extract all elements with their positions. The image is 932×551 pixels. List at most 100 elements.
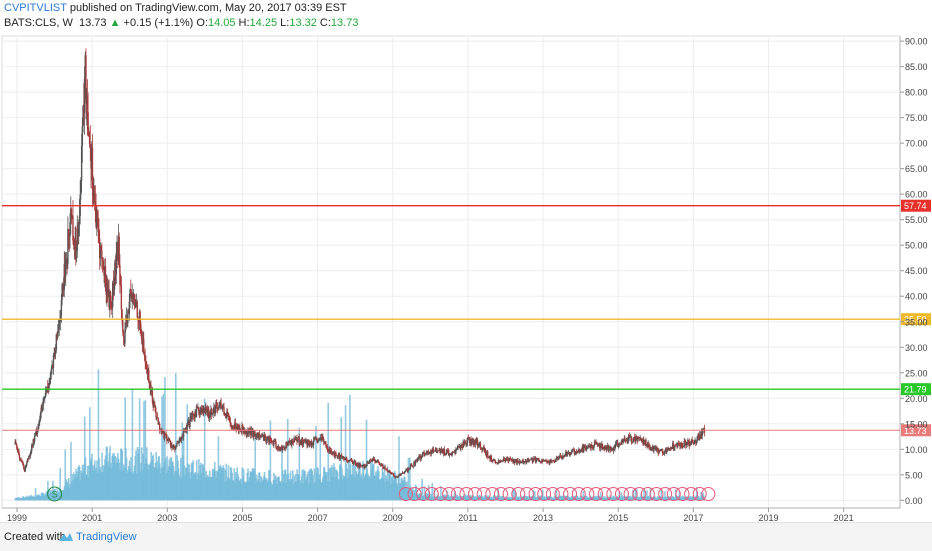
candle-body [505,458,508,460]
candle-body [415,459,417,461]
candle-body [355,464,357,466]
candle-body [24,466,26,472]
candle-body [387,470,389,472]
candle-body [568,452,571,455]
dividend-marker [701,487,716,501]
candle-body [652,446,654,451]
candle-body [108,289,110,308]
candle-body [370,459,373,461]
candle-body [500,460,503,462]
y-tick-label: 50.00 [905,241,928,251]
candle-body [547,460,550,462]
candle-body [218,405,220,409]
dividend-marker [675,487,690,501]
candle-body [591,444,593,446]
author-link[interactable]: CVPITVLIST [4,2,67,14]
time-axis[interactable]: 1999 2001 2003 2005 2007 2009 2011 2013 2015 2017… [2,507,900,522]
candle-body [489,455,492,460]
candle-body [228,415,230,418]
candle-body [693,442,696,445]
candle-body [500,461,502,463]
candle-body [695,440,698,444]
tradingview-brand-link[interactable]: TradingView [76,531,137,543]
candle-body [616,442,618,444]
candle-body [49,372,52,381]
candle-body [674,445,676,448]
candle-body [697,434,700,441]
volume-bar [217,436,220,501]
candle-body [367,462,369,463]
candle-body [63,264,65,290]
candle-body [421,456,423,457]
candle-body [604,445,606,450]
volume-bar [599,491,602,501]
candle-body [469,438,472,443]
candle-body [386,469,388,472]
candle-body [646,444,649,447]
candle-body [53,353,55,356]
candle-body [516,460,519,464]
dividend-marker [398,487,413,501]
candle-body [473,440,475,446]
candle-body [90,147,92,169]
candle-body [347,460,349,462]
candle-body [353,461,355,464]
candle-body [546,460,548,463]
volume-bar [340,417,343,501]
candle-body [86,96,89,113]
candle-body [328,449,330,452]
candle-body [196,405,198,408]
candle-body [583,446,585,452]
candle-body [148,382,151,389]
candle-body [658,450,661,452]
price-chart[interactable]: 57.74 35.50 21.79 13.73 S 0.00 5.00 10.00 15.0… [0,0,932,522]
volume-bar [269,420,272,501]
candle-body [32,439,34,447]
candle-body [299,443,301,444]
chart-header-quote: BATS:CLS, W 13.73 ▲ +0.15 (+1.1%) O:14.0… [4,17,358,29]
candle-body [166,435,168,441]
candle-body [571,449,573,453]
candle-body [92,188,94,196]
candle-body [669,448,671,450]
candle-body [430,450,433,454]
candle-body [368,461,370,464]
candle-body [26,459,29,463]
tradingview-logo-icon [58,530,74,548]
candle-body [653,447,656,449]
candle-body [521,459,524,463]
candle-body [73,244,76,249]
candle-body [588,446,590,447]
candle-body [671,443,674,449]
candle-body [199,410,201,414]
candle-body [119,284,122,286]
candle-body [662,453,664,454]
candle-body [388,471,391,473]
candle-body [615,442,618,444]
candle-body [452,451,454,453]
candle-body [231,427,233,428]
candle-body [450,453,452,454]
x-tick-label: 2003 [157,513,177,522]
candle-body [320,437,322,439]
candle-body [587,446,589,449]
volume-bar [497,487,499,501]
candle-body [433,450,435,452]
price-axis[interactable]: 0.00 5.00 10.00 15.00 20.00 25.00 30.00 35.00 40… [900,37,928,506]
candle-body [611,448,613,450]
candle-body [527,458,529,462]
candle-body [429,451,432,454]
y-tick-label: 20.00 [905,394,928,404]
candle-body [391,473,394,475]
candle-body [468,437,471,443]
candle-body [627,440,629,442]
candle-body [312,439,315,446]
dividend-marker [502,487,517,501]
candle-body [606,445,609,447]
candle-body [609,446,611,449]
volume-bar [678,491,681,501]
candle-body [359,464,362,467]
candle-body [327,449,329,450]
candle-body [690,443,692,445]
candle-body [632,441,634,443]
